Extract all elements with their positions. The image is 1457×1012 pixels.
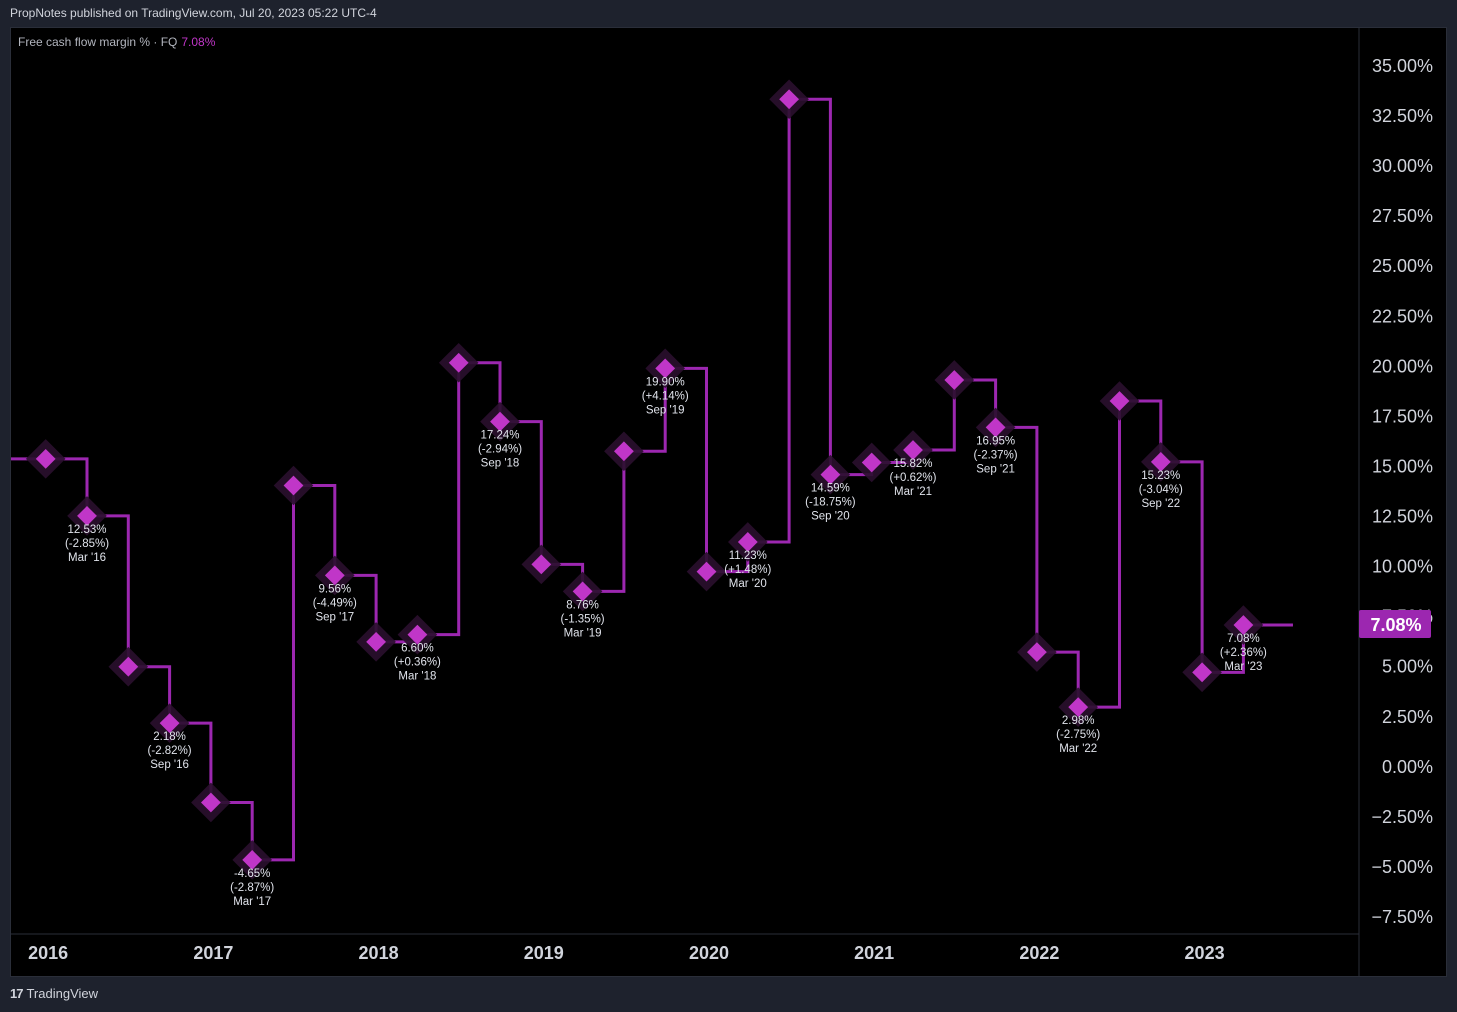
series-title: Free cash flow margin % · FQ bbox=[18, 35, 178, 49]
footer: 17 TradingView bbox=[10, 986, 98, 1001]
footer-brand: TradingView bbox=[26, 986, 99, 1001]
publication-info: PropNotes published on TradingView.com, … bbox=[10, 6, 377, 20]
chart-area[interactable] bbox=[10, 27, 1447, 977]
series-current-value: 7.08% bbox=[181, 35, 216, 49]
series-legend[interactable]: Free cash flow margin % · FQ 7.08% bbox=[18, 35, 215, 49]
tradingview-logo-icon: 17 bbox=[10, 986, 24, 1001]
